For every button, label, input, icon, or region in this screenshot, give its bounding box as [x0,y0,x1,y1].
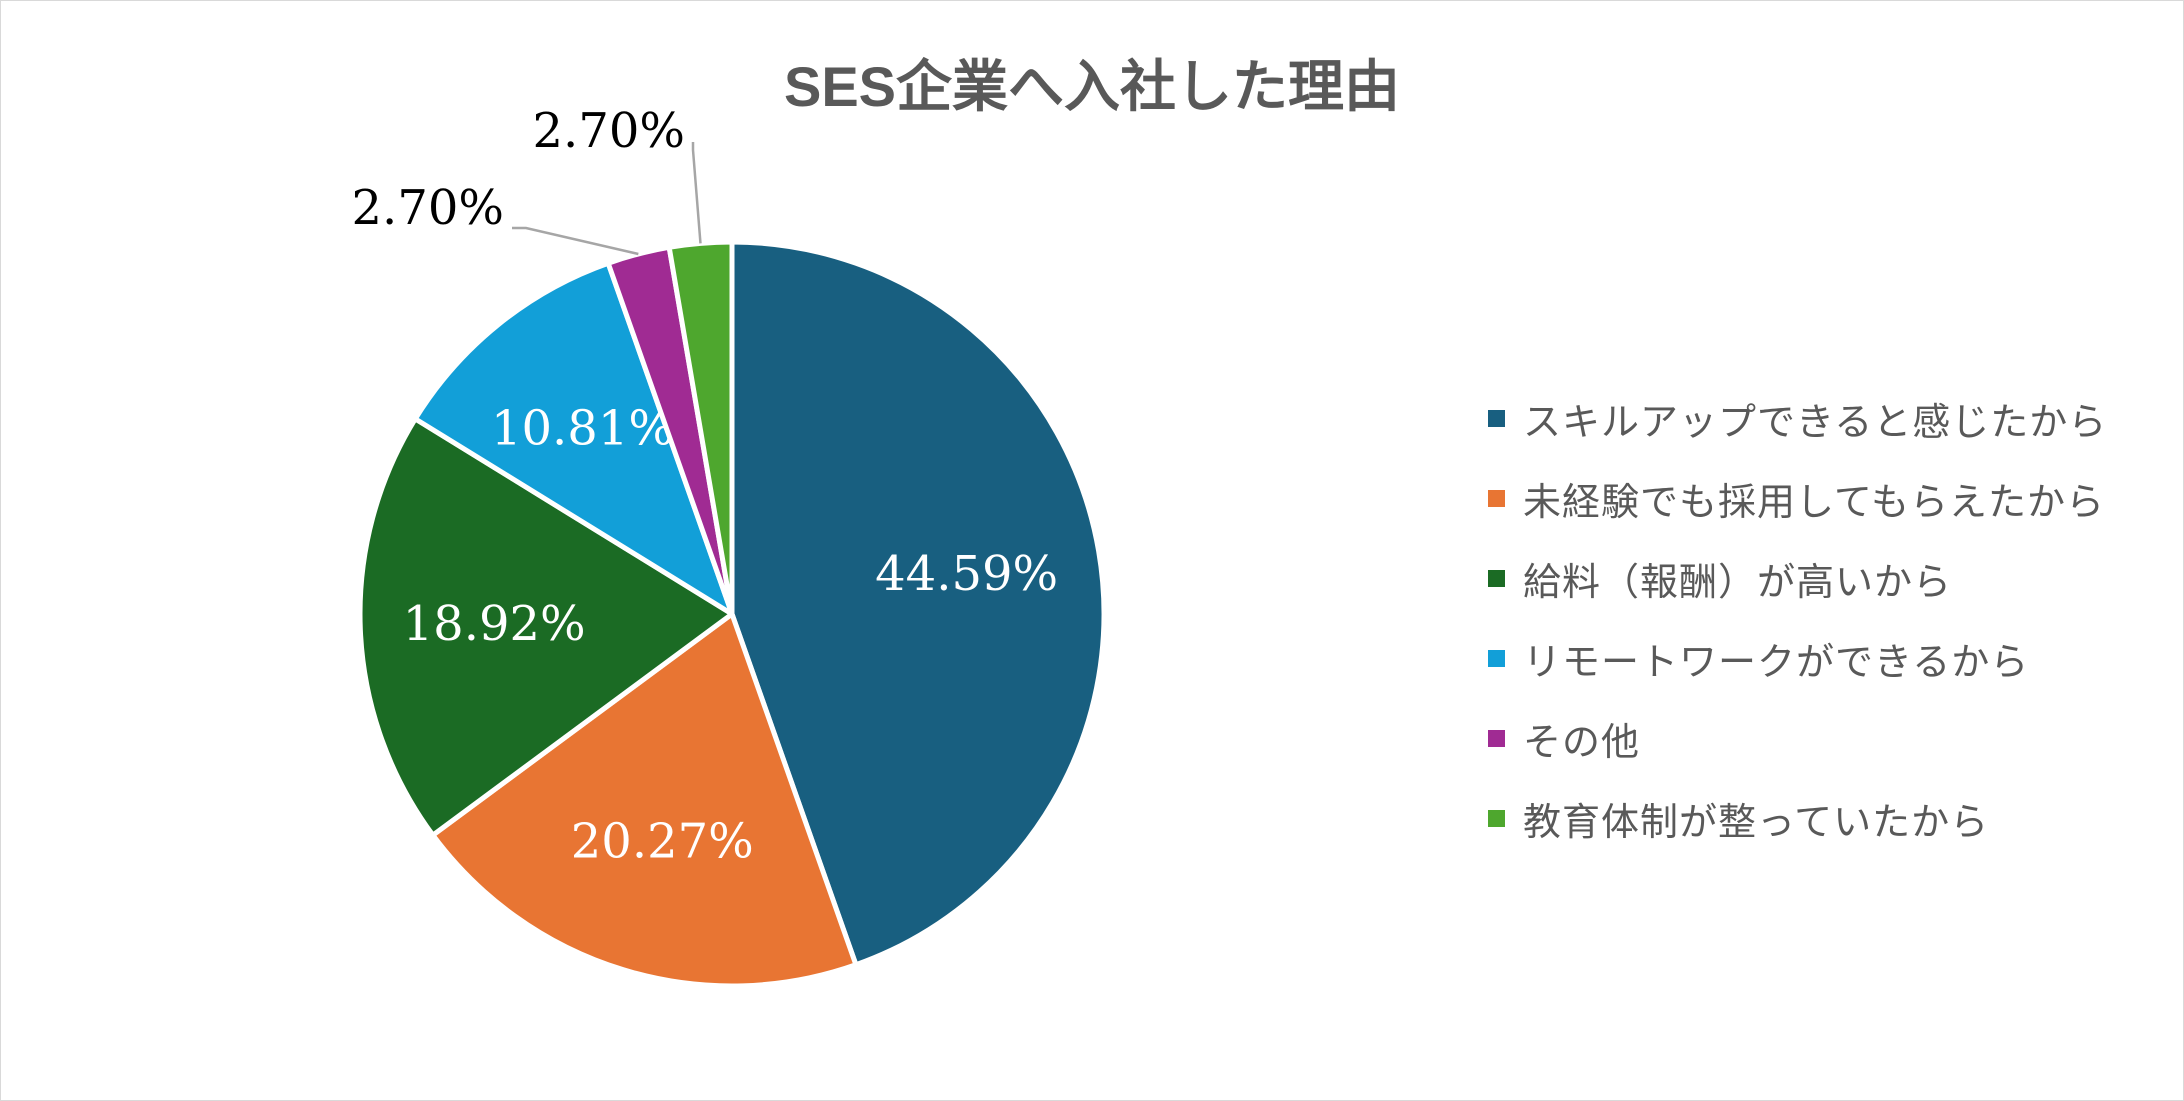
chart-legend: スキルアップできると感じたから 未経験でも採用してもらえたから 給料（報酬）が高いか… [1488,378,2178,858]
legend-swatch [1488,569,1505,587]
legend-swatch [1488,809,1505,827]
legend-item-other: その他 [1488,698,2178,778]
data-label-other: 2.70% [352,180,504,236]
legend-label: 給料（報酬）が高いから [1523,559,1953,604]
leader-line-other [512,226,639,256]
pie-slice-skill-up [729,239,1107,968]
data-label-salary: 18.92% [403,596,586,652]
data-label-remote-work: 10.81% [491,401,674,457]
legend-swatch [1488,409,1505,427]
legend-swatch [1488,489,1505,507]
leader-line-education [691,142,702,244]
data-label-inexperienced-hired: 20.27% [571,814,754,870]
pie-slice-inexperienced-hired [430,611,859,989]
legend-label: 未経験でも採用してもらえたから [1523,479,2105,524]
legend-label: リモートワークができるから [1523,639,2030,684]
pie-slice-salary [357,416,735,838]
data-label-education: 2.70% [533,103,685,159]
pie-slice-remote-work [412,260,735,617]
chart-title: SES企業へ入社した理由 [783,55,1401,118]
legend-item-inexperienced-hired: 未経験でも採用してもらえたから [1488,458,2178,538]
data-label-skill-up: 44.59% [875,546,1058,602]
legend-item-salary: 給料（報酬）が高いから [1488,538,2178,618]
legend-label: その他 [1523,719,1641,764]
legend-label: 教育体制が整っていたから [1523,799,1990,844]
legend-item-remote-work: リモートワークができるから [1488,618,2178,698]
legend-item-education: 教育体制が整っていたから [1488,778,2178,858]
legend-swatch [1488,729,1505,747]
legend-item-skill-up: スキルアップできると感じたから [1488,378,2178,458]
legend-label: スキルアップできると感じたから [1523,399,2108,444]
legend-swatch [1488,649,1505,667]
